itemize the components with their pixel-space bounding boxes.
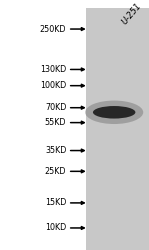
Text: 15KD: 15KD <box>45 198 66 207</box>
Ellipse shape <box>85 100 143 124</box>
Text: 10KD: 10KD <box>45 224 66 232</box>
Text: U-251: U-251 <box>120 2 143 26</box>
Text: 100KD: 100KD <box>40 81 66 90</box>
Text: 35KD: 35KD <box>45 146 66 155</box>
Text: 250KD: 250KD <box>40 24 66 34</box>
Text: 70KD: 70KD <box>45 103 66 112</box>
Bar <box>86 8 149 250</box>
Text: 130KD: 130KD <box>40 65 66 74</box>
Text: 55KD: 55KD <box>45 118 66 127</box>
Text: 25KD: 25KD <box>45 167 66 176</box>
Ellipse shape <box>93 106 135 118</box>
